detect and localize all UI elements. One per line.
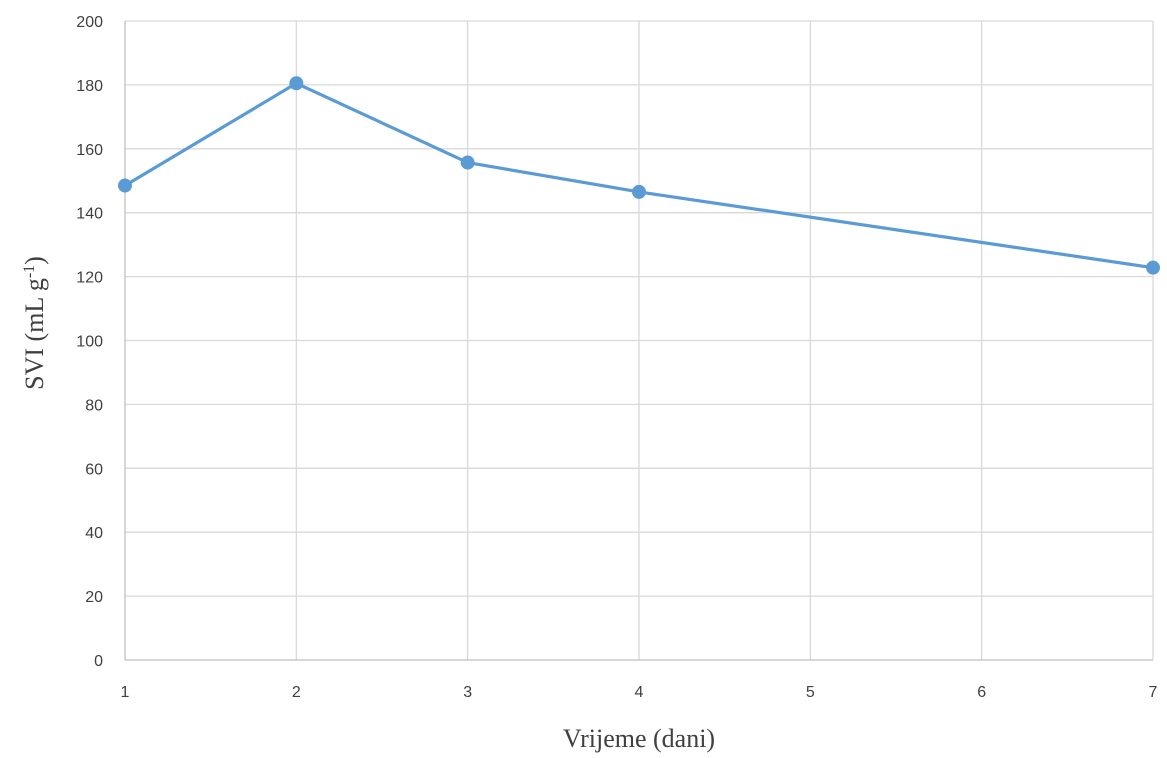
data-point (289, 76, 304, 91)
data-point (632, 184, 646, 199)
y-tick-label: 80 (85, 397, 103, 414)
x-tick-label: 6 (977, 684, 986, 701)
y-axis-title-close: ) (20, 256, 49, 265)
y-tick-label: 200 (76, 14, 103, 31)
x-tick-label: 7 (1149, 684, 1158, 701)
y-tick-label: 140 (76, 206, 103, 223)
x-tick-label: 4 (635, 684, 644, 701)
series (118, 76, 1160, 275)
data-point (460, 155, 475, 170)
x-tick-label: 3 (463, 684, 472, 701)
y-axis-title-superscript: -1 (21, 265, 38, 278)
y-tick-label: 40 (85, 525, 103, 542)
x-tick-label: 1 (121, 684, 130, 701)
y-tick-label: 180 (76, 78, 103, 95)
y-tick-label: 60 (85, 461, 103, 478)
data-point (1146, 260, 1160, 275)
data-point (118, 178, 132, 193)
y-tick-label: 160 (76, 142, 103, 159)
y-tick-labels: 0 20 40 60 80 100 120 140 160 180 200 (76, 14, 103, 670)
x-tick-label: 5 (806, 684, 815, 701)
x-tick-labels: 1 2 3 4 5 6 7 (121, 684, 1158, 701)
x-axis-title: Vrijeme (dani) (563, 724, 715, 753)
grid (124, 20, 1154, 661)
y-tick-label: 0 (94, 653, 103, 670)
y-axis-title-main: SVI (mL g (20, 278, 49, 390)
y-tick-label: 20 (85, 589, 103, 606)
y-tick-label: 120 (76, 270, 103, 287)
y-tick-label: 100 (76, 334, 103, 351)
x-tick-label: 2 (292, 684, 301, 701)
y-axis-title: SVI (mL g-1) (20, 256, 49, 390)
